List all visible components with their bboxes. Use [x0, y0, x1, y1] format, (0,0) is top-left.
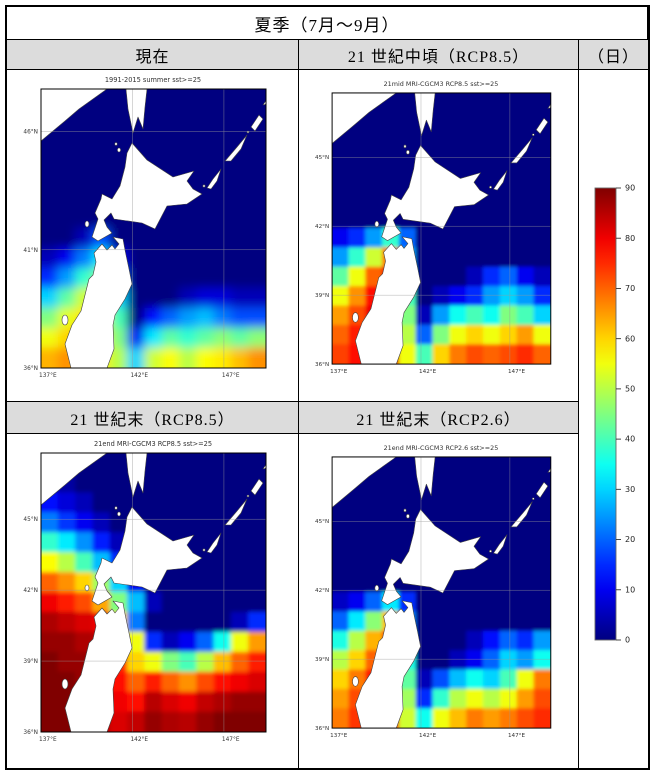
- svg-text:10: 10: [625, 585, 635, 594]
- svg-text:41°N: 41°N: [23, 248, 38, 254]
- season-header: 夏季（7月～9月）: [7, 7, 648, 40]
- svg-text:36°N: 36°N: [315, 362, 329, 368]
- svg-text:142°E: 142°E: [419, 369, 437, 375]
- row-header-end21-rcp85: 21 世紀末（RCP8.5）: [7, 402, 299, 434]
- svg-text:0: 0: [625, 636, 630, 645]
- colorbar-svg: 0 10 20 30 40 50 60 70 80 90: [594, 184, 635, 645]
- svg-text:39°N: 39°N: [315, 657, 329, 663]
- svg-text:80: 80: [625, 234, 635, 243]
- svg-text:42°N: 42°N: [23, 588, 38, 594]
- svg-text:147°E: 147°E: [222, 737, 240, 743]
- svg-text:147°E: 147°E: [508, 733, 526, 739]
- svg-text:20: 20: [625, 535, 635, 544]
- svg-text:147°E: 147°E: [222, 373, 240, 379]
- svg-text:142°E: 142°E: [419, 733, 437, 739]
- svg-text:21end MRI-CGCM3 RCP2.6 sst>=25: 21end MRI-CGCM3 RCP2.6 sst>=25: [384, 444, 499, 452]
- svg-text:137°E: 137°E: [330, 369, 348, 375]
- svg-text:21end MRI-CGCM3 RCP8.5 sst>=25: 21end MRI-CGCM3 RCP8.5 sst>=25: [94, 440, 212, 448]
- svg-text:42°N: 42°N: [315, 224, 329, 230]
- svg-text:39°N: 39°N: [315, 293, 329, 299]
- map-panel-end21-rcp85: 21end MRI-CGCM3 RCP8.5 sst>=25 45°N 42°N 39…: [7, 434, 299, 768]
- row-header-end21-rcp26: 21 世紀末（RCP2.6）: [299, 402, 579, 434]
- svg-text:46°N: 46°N: [23, 130, 38, 136]
- svg-text:50: 50: [625, 384, 635, 393]
- svg-text:40: 40: [625, 435, 635, 444]
- svg-text:42°N: 42°N: [315, 588, 329, 594]
- svg-text:137°E: 137°E: [39, 373, 57, 379]
- col-header-present: 現在: [7, 40, 299, 70]
- svg-text:30: 30: [625, 485, 635, 494]
- unit-header: （日）: [579, 40, 648, 70]
- svg-text:147°E: 147°E: [508, 369, 526, 375]
- svg-text:142°E: 142°E: [130, 737, 148, 743]
- svg-text:137°E: 137°E: [330, 733, 348, 739]
- present-map-svg: 1991-2015 summer sst>=25 46°N 41°N 36°N137°…: [23, 76, 267, 379]
- svg-text:45°N: 45°N: [23, 517, 38, 523]
- svg-text:39°N: 39°N: [23, 659, 38, 665]
- svg-text:90: 90: [625, 184, 635, 193]
- map-panel-mid21-rcp85: 21mid MRI-CGCM3 RCP8.5 sst>=25 45°N 42°N 39…: [299, 70, 579, 402]
- colorbar-cell: 0 10 20 30 40 50 60 70 80 90: [579, 70, 648, 768]
- svg-text:142°E: 142°E: [130, 373, 148, 379]
- svg-text:137°E: 137°E: [39, 737, 57, 743]
- svg-text:36°N: 36°N: [23, 366, 38, 372]
- svg-text:60: 60: [625, 334, 635, 343]
- svg-text:36°N: 36°N: [315, 726, 329, 732]
- svg-text:45°N: 45°N: [315, 519, 329, 525]
- svg-text:70: 70: [625, 284, 635, 293]
- mid21-rcp85-map-svg: 21mid MRI-CGCM3 RCP8.5 sst>=25 45°N 42°N 39…: [315, 80, 552, 375]
- end21-rcp85-map-svg: 21end MRI-CGCM3 RCP8.5 sst>=25 45°N 42°N 39…: [23, 440, 267, 743]
- end21-rcp26-map-svg: 21end MRI-CGCM3 RCP2.6 sst>=25 45°N 42°N 39…: [315, 444, 552, 739]
- figure-table: 夏季（7月～9月） 現在 21 世紀中頃（RCP8.5） （日） 1991-20…: [5, 5, 650, 770]
- map-panel-end21-rcp26: 21end MRI-CGCM3 RCP2.6 sst>=25 45°N 42°N 39…: [299, 434, 579, 768]
- svg-text:45°N: 45°N: [315, 155, 329, 161]
- col-header-mid21-rcp85: 21 世紀中頃（RCP8.5）: [299, 40, 579, 70]
- svg-text:1991-2015 summer sst>=25: 1991-2015 summer sst>=25: [105, 76, 201, 84]
- map-panel-present: 1991-2015 summer sst>=25 46°N 41°N 36°N 137°…: [7, 70, 299, 402]
- svg-text:36°N: 36°N: [23, 730, 38, 736]
- svg-text:21mid MRI-CGCM3 RCP8.5 sst>=25: 21mid MRI-CGCM3 RCP8.5 sst>=25: [384, 80, 499, 88]
